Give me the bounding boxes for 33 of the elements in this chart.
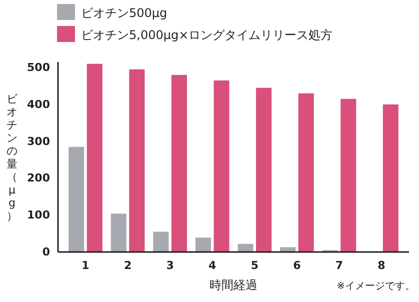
x-tick-label: 2 [124, 258, 132, 272]
y-tick-label: 200 [27, 172, 50, 185]
x-tick-label: 6 [293, 258, 302, 272]
bar [68, 146, 84, 252]
bar [171, 74, 187, 252]
x-tick-label: 8 [378, 258, 386, 272]
x-tick-label: 3 [166, 258, 174, 272]
y-tick-label: 100 [27, 208, 50, 222]
text: ※イメージです。 [336, 281, 415, 292]
x-tick-label: 5 [250, 258, 258, 272]
x-axis-title: 時間経過 [210, 278, 258, 292]
bar [280, 247, 296, 252]
y-tick-label: 400 [27, 98, 50, 111]
y-tick-label: 300 [27, 134, 50, 148]
bar [86, 64, 102, 252]
legend-label: ビオチン5,000μg×ロングタイムリリース処方 [81, 28, 333, 42]
legend-label: ビオチン500μg [81, 6, 168, 20]
bar [214, 80, 230, 252]
bar [340, 98, 356, 252]
bar [153, 232, 169, 252]
y-tick-label: 500 [27, 61, 50, 74]
bar [256, 88, 272, 252]
bar [110, 214, 126, 252]
text: ビオチンの量（μg） [6, 92, 18, 222]
x-tick-label: 4 [208, 258, 217, 272]
y-tick-label: 0 [42, 246, 50, 259]
bar [382, 104, 398, 252]
x-tick-label: 7 [335, 258, 344, 272]
bar [238, 244, 254, 252]
bar [298, 93, 314, 252]
bar [195, 238, 211, 252]
x-tick-label: 1 [82, 258, 90, 272]
bar [129, 69, 145, 252]
